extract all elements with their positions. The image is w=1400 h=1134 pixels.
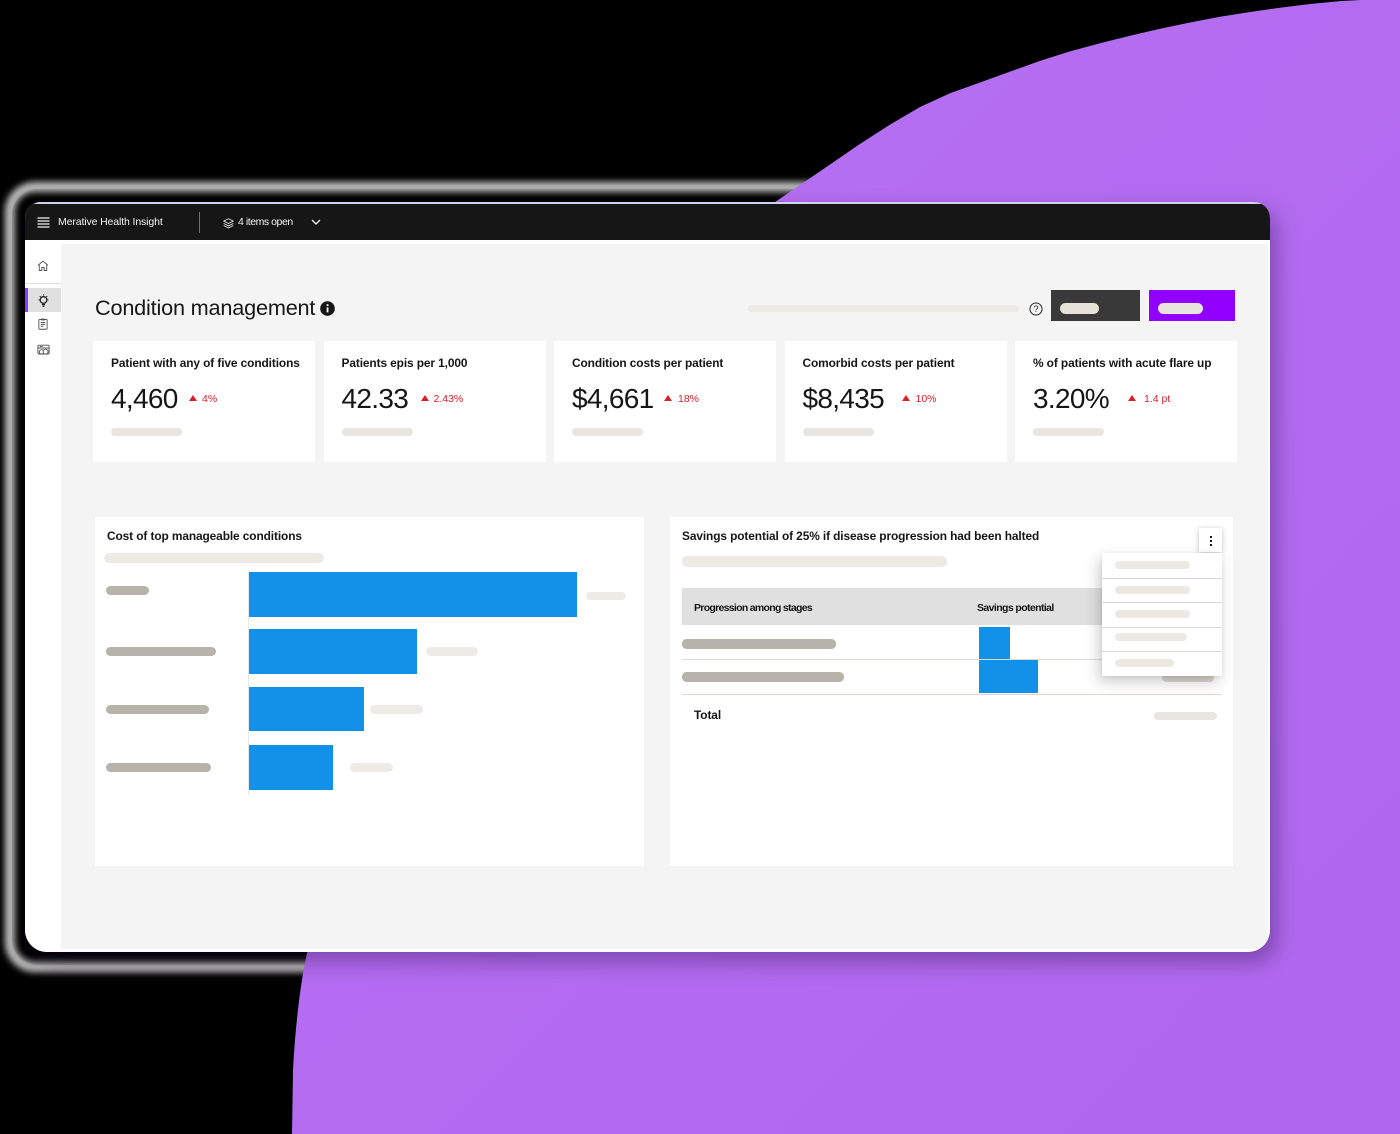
- svg-text:?: ?: [1033, 304, 1038, 314]
